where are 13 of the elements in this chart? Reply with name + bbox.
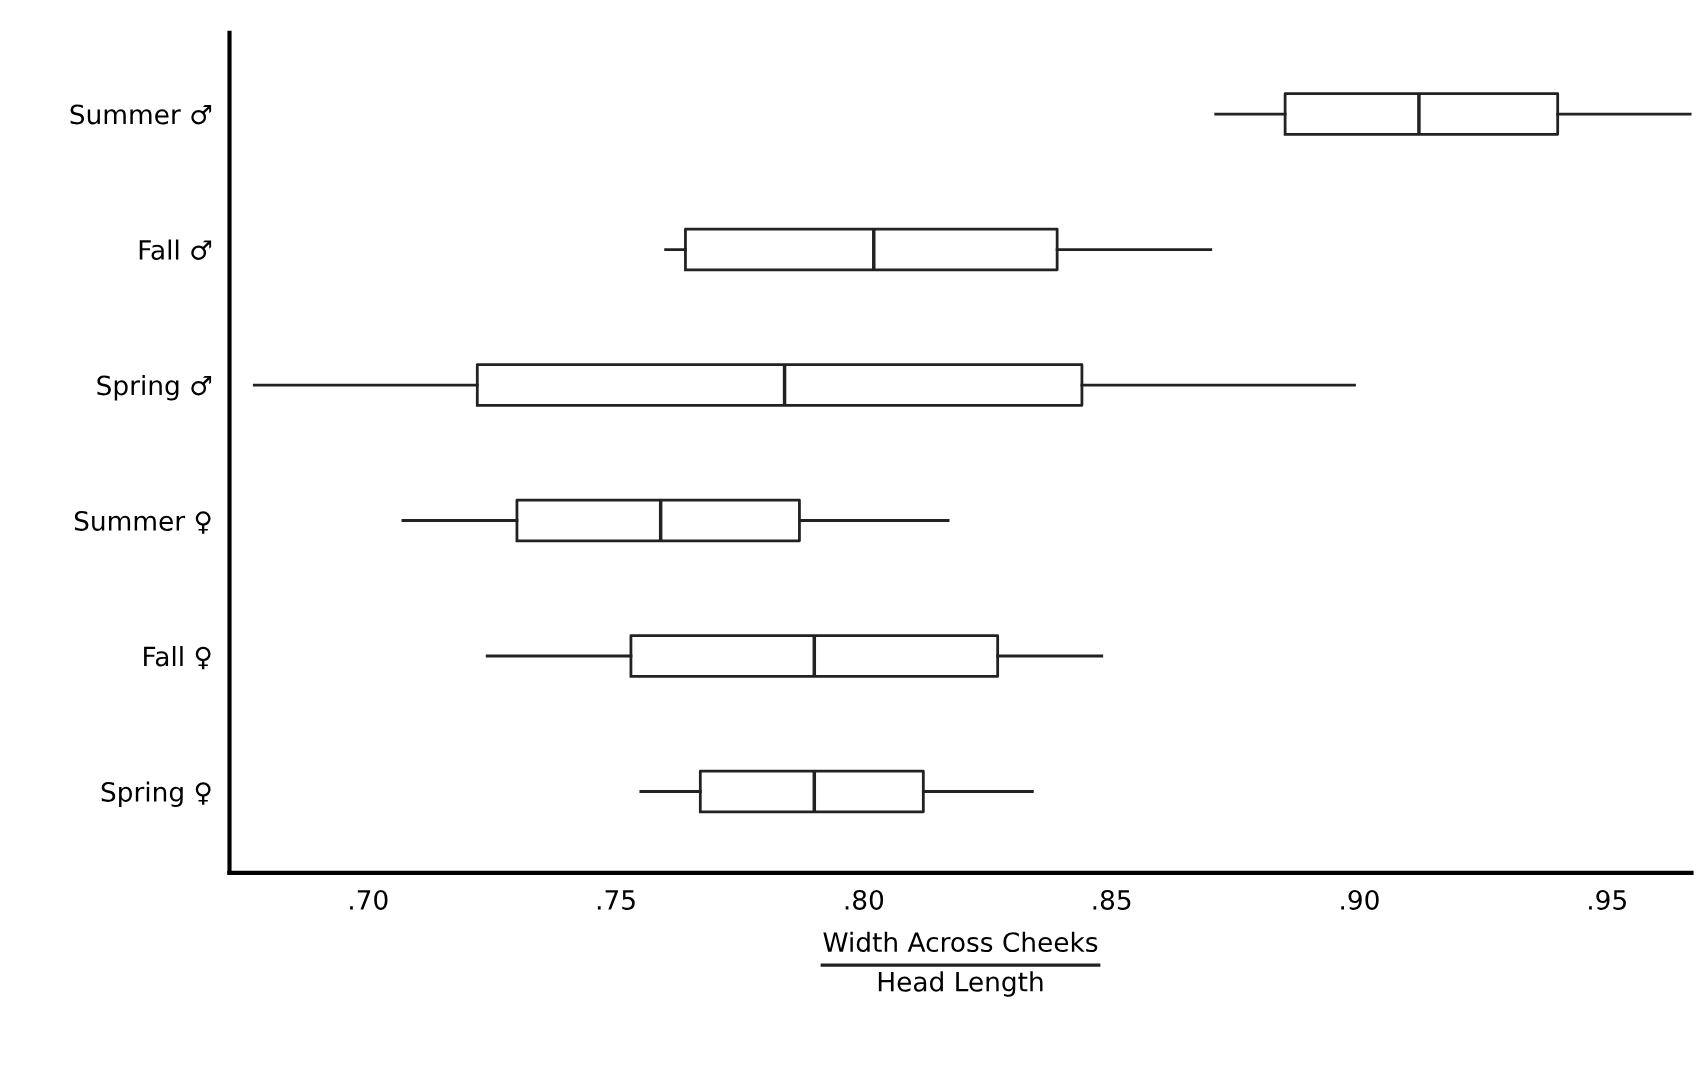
x-tick-label: .80	[845, 889, 884, 910]
x-tick-label: .90	[1341, 889, 1379, 910]
y-tick-label: Summer ♀	[74, 510, 211, 534]
x-tick-label: .85	[1093, 889, 1131, 910]
y-tick-label: Spring ♀	[101, 781, 211, 808]
x-tick-label: .75	[597, 890, 635, 910]
y-tick-label: Spring ♂	[97, 374, 212, 401]
y-tick-label: Summer ♂	[70, 104, 212, 125]
x-axis-title: Width Across Cheeks Head Length	[823, 931, 1098, 997]
x-tick-label: .70	[350, 889, 388, 910]
y-tick-label: Fall ♀	[144, 645, 211, 670]
x-tick-label: .95	[1589, 889, 1626, 910]
y-tick-label: Fall ♂	[139, 239, 212, 260]
